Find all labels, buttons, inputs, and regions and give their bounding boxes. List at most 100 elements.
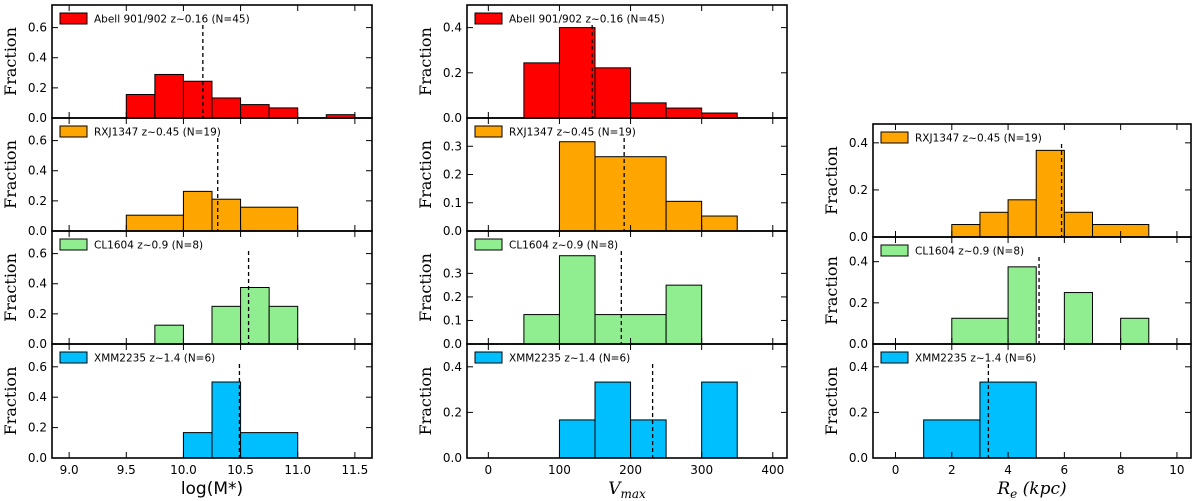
y-tick-label: 0.4 [849, 136, 868, 150]
histogram-bar [665, 284, 703, 345]
y-tick-label: 0.4 [28, 390, 47, 404]
histogram-bar [182, 80, 213, 119]
legend-swatch [474, 238, 503, 251]
y-axis-label: Fraction [416, 367, 435, 436]
legend-label: RXJ1347 z~0.45 (N=19) [94, 127, 221, 139]
histogram-bar [594, 314, 667, 345]
x-tick-label: 2 [948, 463, 956, 477]
histogram-panel: 0.0 0.2 0.4 0.6 Fraction CL1604 z~0.9 (N=8) [1, 230, 373, 351]
legend: XMM2235 z~1.4 (N=6) [59, 351, 215, 365]
histogram-panel: 0.0 0.2 0.4 Fraction Abell 901/902 z~0.16 (N… [416, 4, 788, 125]
y-axis-label: Fraction [822, 256, 841, 325]
histogram-bar [211, 97, 242, 119]
histogram-bar [125, 214, 184, 232]
histogram-bar [154, 324, 184, 345]
legend-label: XMM2235 z~1.4 (N=6) [509, 353, 630, 365]
x-tick-label: 9.0 [60, 463, 79, 477]
y-tick-label: 0.3 [443, 139, 462, 153]
histogram-panel: 0.0 0.2 0.4 Fraction XMM2235 z~1.4 (N=6) 0 2 4 6… [822, 343, 1192, 477]
histogram-bar [594, 67, 632, 119]
legend-label: XMM2235 z~1.4 (N=6) [915, 353, 1036, 365]
histogram-bar [211, 305, 242, 345]
histogram-bar [154, 73, 184, 119]
histogram-panel: 0.0 0.1 0.2 0.3 Fraction CL1604 z~0.9 (N=8) [416, 230, 788, 351]
x-tick-label: 200 [619, 463, 642, 477]
histogram-bar [523, 62, 560, 119]
y-tick-label: 0.0 [443, 451, 462, 465]
y-tick-label: 0.1 [443, 313, 462, 327]
x-axis-label: Vmax [608, 479, 646, 501]
legend-label: Abell 901/902 z~0.16 (N=45) [509, 14, 665, 26]
y-tick-label: 0.6 [28, 360, 47, 374]
y-tick-label: 0.2 [443, 405, 462, 419]
y-axis-label: Fraction [416, 140, 435, 209]
y-tick-label: 0.6 [28, 21, 47, 35]
histogram-bar [558, 141, 596, 232]
histogram-panel: 0.0 0.2 0.4 Fraction RXJ1347 z~0.45 (N=19) [822, 123, 1192, 244]
y-axis-label: Fraction [1, 253, 20, 322]
legend-swatch [880, 244, 909, 257]
histogram-bar [240, 287, 270, 345]
x-tick-label: 0 [892, 463, 900, 477]
y-tick-label: 0.2 [849, 183, 868, 197]
y-tick-label: 0.2 [28, 421, 47, 435]
legend-swatch [474, 12, 503, 25]
histogram-bar [665, 107, 703, 119]
legend: RXJ1347 z~0.45 (N=19) [474, 125, 636, 139]
y-axis-label: Fraction [416, 27, 435, 96]
histogram-column-1: 0.0 0.2 0.4 Fraction Abell 901/902 z~0.16 (N… [416, 4, 788, 501]
y-tick-label: 0.2 [28, 307, 47, 321]
legend-swatch [59, 238, 88, 251]
legend: CL1604 z~0.9 (N=8) [474, 238, 618, 252]
histogram-bar [1007, 199, 1037, 238]
legend-swatch [59, 351, 88, 364]
y-axis-label: Fraction [822, 367, 841, 436]
legend-swatch [474, 351, 503, 364]
legend: Abell 901/902 z~0.16 (N=45) [59, 12, 250, 26]
x-axis-label: Re (kpc) [996, 479, 1066, 501]
y-tick-label: 0.1 [443, 196, 462, 210]
legend: RXJ1347 z~0.45 (N=19) [59, 125, 221, 139]
y-tick-label: 0.6 [28, 247, 47, 261]
histogram-bar [558, 27, 596, 119]
histogram-bar [1035, 149, 1065, 238]
y-tick-label: 0.4 [28, 277, 47, 291]
x-tick-label: 9.5 [117, 463, 136, 477]
panel-frame [872, 343, 1192, 459]
histogram-bar [701, 381, 738, 459]
y-tick-label: 0.0 [849, 337, 868, 351]
x-axis-label: log(M*) [181, 479, 243, 499]
histogram-panel: 0.0 0.1 0.2 0.3 Fraction RXJ1347 z~0.45 (N=19… [416, 117, 788, 238]
legend: CL1604 z~0.9 (N=8) [880, 244, 1024, 258]
histogram-bar [240, 206, 299, 232]
y-tick-label: 0.4 [849, 255, 868, 269]
y-tick-label: 0.6 [28, 134, 47, 148]
legend-label: RXJ1347 z~0.45 (N=19) [509, 127, 636, 139]
legend-swatch [880, 351, 909, 364]
legend: XMM2235 z~1.4 (N=6) [474, 351, 630, 365]
histogram-bar [951, 317, 1009, 345]
histogram-bar [558, 419, 596, 459]
x-tick-label: 10.0 [170, 463, 197, 477]
y-tick-label: 0.0 [443, 337, 462, 351]
legend-swatch [880, 131, 909, 144]
histogram-bar [240, 104, 270, 119]
y-tick-label: 0.2 [28, 81, 47, 95]
histogram-bar [665, 200, 703, 232]
histogram-bar [923, 419, 981, 459]
y-tick-label: 0.4 [28, 164, 47, 178]
legend: CL1604 z~0.9 (N=8) [59, 238, 203, 252]
y-tick-label: 0.0 [849, 230, 868, 244]
histogram-bar [701, 215, 738, 232]
histogram-bar [182, 432, 213, 459]
histogram-bar [979, 211, 1009, 238]
x-tick-label: 8 [1117, 463, 1125, 477]
legend: XMM2235 z~1.4 (N=6) [880, 351, 1036, 365]
histogram-bar [211, 198, 242, 232]
histogram-bar [125, 93, 156, 119]
x-tick-label: 10.5 [227, 463, 254, 477]
histogram-bar [211, 381, 242, 459]
y-axis-label: Fraction [416, 253, 435, 322]
panel-frame [466, 343, 788, 459]
